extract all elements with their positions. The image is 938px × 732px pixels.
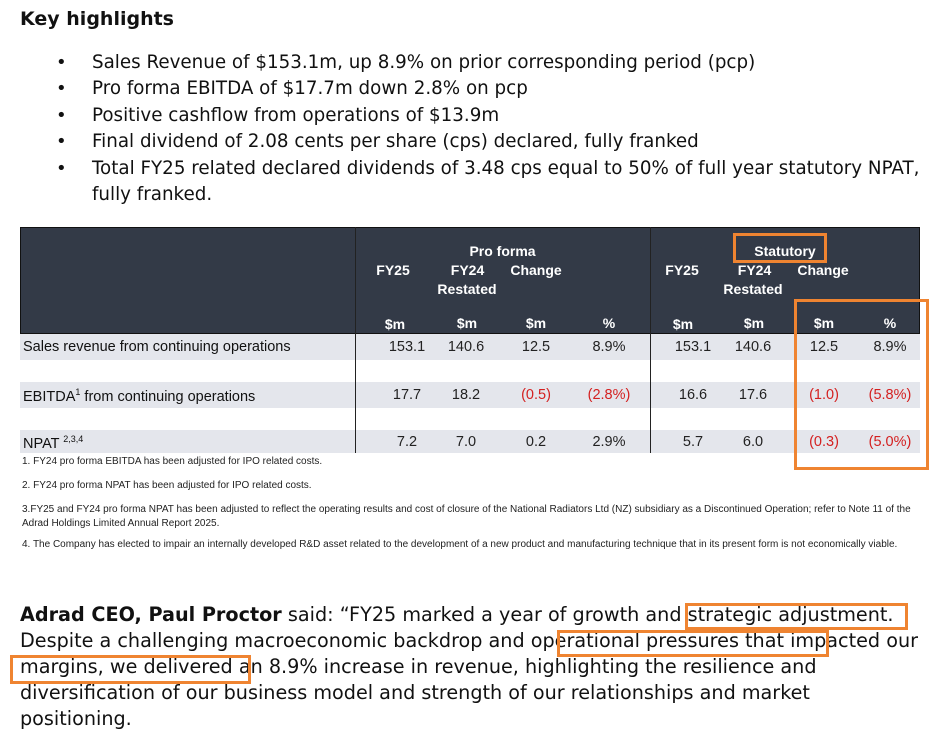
ceo-quote: Adrad CEO, Paul Proctor said: “FY25 mark… [20,602,920,732]
highlight-box [557,630,829,657]
unit-label: % [602,315,616,331]
column-divider [650,227,651,453]
unit-label: $m [525,315,547,331]
table-cell: 18.2 [451,387,481,403]
list-item: Sales Revenue of $153.1m, up 8.9% on pri… [56,50,926,77]
col-fy24: FY24 [737,262,772,278]
table-cell: (5.8%) [868,387,912,403]
footnote: 2. FY24 pro forma NPAT has been adjusted… [22,480,312,491]
section-heading: Key highlights [20,8,174,30]
table-cell: 8.9% [592,339,626,355]
col-fy25: FY25 [376,262,410,278]
col-restated: Restated [437,281,497,297]
statutory-title: Statutory [754,243,816,259]
highlighted-text: operational pressures that impacted our … [20,629,919,678]
row-label-sales: Sales revenue from continuing operations [23,339,291,355]
row-label-text: EBITDA [23,388,76,405]
table-cell: 12.5 [809,339,839,355]
table-cell: 6.0 [742,434,764,450]
row-label-ebitda: EBITDA1 from continuing operations [23,387,255,405]
row-label-text: NPAT [23,435,64,452]
footnote: 4. The Company has elected to impair an … [22,539,898,550]
unit-label: $m [813,315,835,331]
footnote-ref: 1 [75,387,81,397]
table-cell: 5.7 [682,434,704,450]
table-cell: 8.9% [873,339,907,355]
quote-text: , we delivered an 8.9% increase in reven… [20,655,817,730]
list-item: Total FY25 related declared dividends of… [56,156,926,209]
table-cell: 17.7 [392,387,422,403]
table-cell: 16.6 [678,387,708,403]
table-cell: 7.0 [455,434,477,450]
table-cell: (0.3) [809,434,839,450]
highlight-box [10,655,251,684]
col-change: Change [797,262,849,278]
column-divider [355,227,356,453]
row-label-npat: NPAT 2,3,4 [23,434,83,452]
table-cell: 17.6 [738,387,768,403]
table-cell: 2.9% [592,434,626,450]
highlights-list: Sales Revenue of $153.1m, up 8.9% on pri… [56,50,926,208]
row-label-text: from continuing operations [80,388,256,405]
table-cell: 7.2 [396,434,418,450]
table-cell: 153.1 [674,339,712,355]
proforma-title: Pro forma [469,243,536,259]
quote-text: Despite a challenging macroeconomic back… [20,629,531,652]
unit-label: $m [743,315,765,331]
table-cell: 0.2 [525,434,547,450]
table-cell: (2.8%) [587,387,631,403]
highlight-box [685,603,908,630]
table-cell: 153.1 [388,339,426,355]
list-item: Pro forma EBITDA of $17.7m down 2.8% on … [56,76,926,103]
footnote: 3.FY25 and FY24 pro forma NPAT has been … [22,504,911,529]
col-restated: Restated [723,281,783,297]
unit-label: $m [384,316,406,332]
unit-label: % [883,315,897,331]
highlight-box [733,233,827,263]
footnote-ref: 2,3,4 [63,434,84,444]
list-item: Positive cashflow from operations of $13… [56,103,926,130]
table-cell: (1.0) [809,387,839,403]
footnote: 1. FY24 pro forma EBITDA has been adjust… [22,456,323,467]
unit-label: $m [456,315,478,331]
col-fy24: FY24 [450,262,485,278]
financial-table: Pro forma Statutory FY25 FY24 Restated C… [20,227,920,453]
table-cell: 140.6 [447,339,485,355]
col-change: Change [510,262,562,278]
list-item: Final dividend of 2.08 cents per share (… [56,129,926,156]
speaker-name: Adrad CEO, Paul Proctor [20,603,282,626]
highlighted-text: strategic adjustment. [687,603,894,626]
table-row-shade [20,430,920,453]
quote-text: said: “FY25 marked a year of growth and [281,603,688,626]
table-cell: (0.5) [521,387,551,403]
table-cell: (5.0%) [868,434,912,450]
table-cell: 12.5 [521,339,551,355]
col-fy25: FY25 [665,262,699,278]
table-row-shade [20,334,920,360]
table-cell: 140.6 [734,339,772,355]
table-header [20,227,920,334]
highlight-box [794,299,929,470]
table-row-shade [20,382,920,408]
unit-label: $m [672,316,694,332]
